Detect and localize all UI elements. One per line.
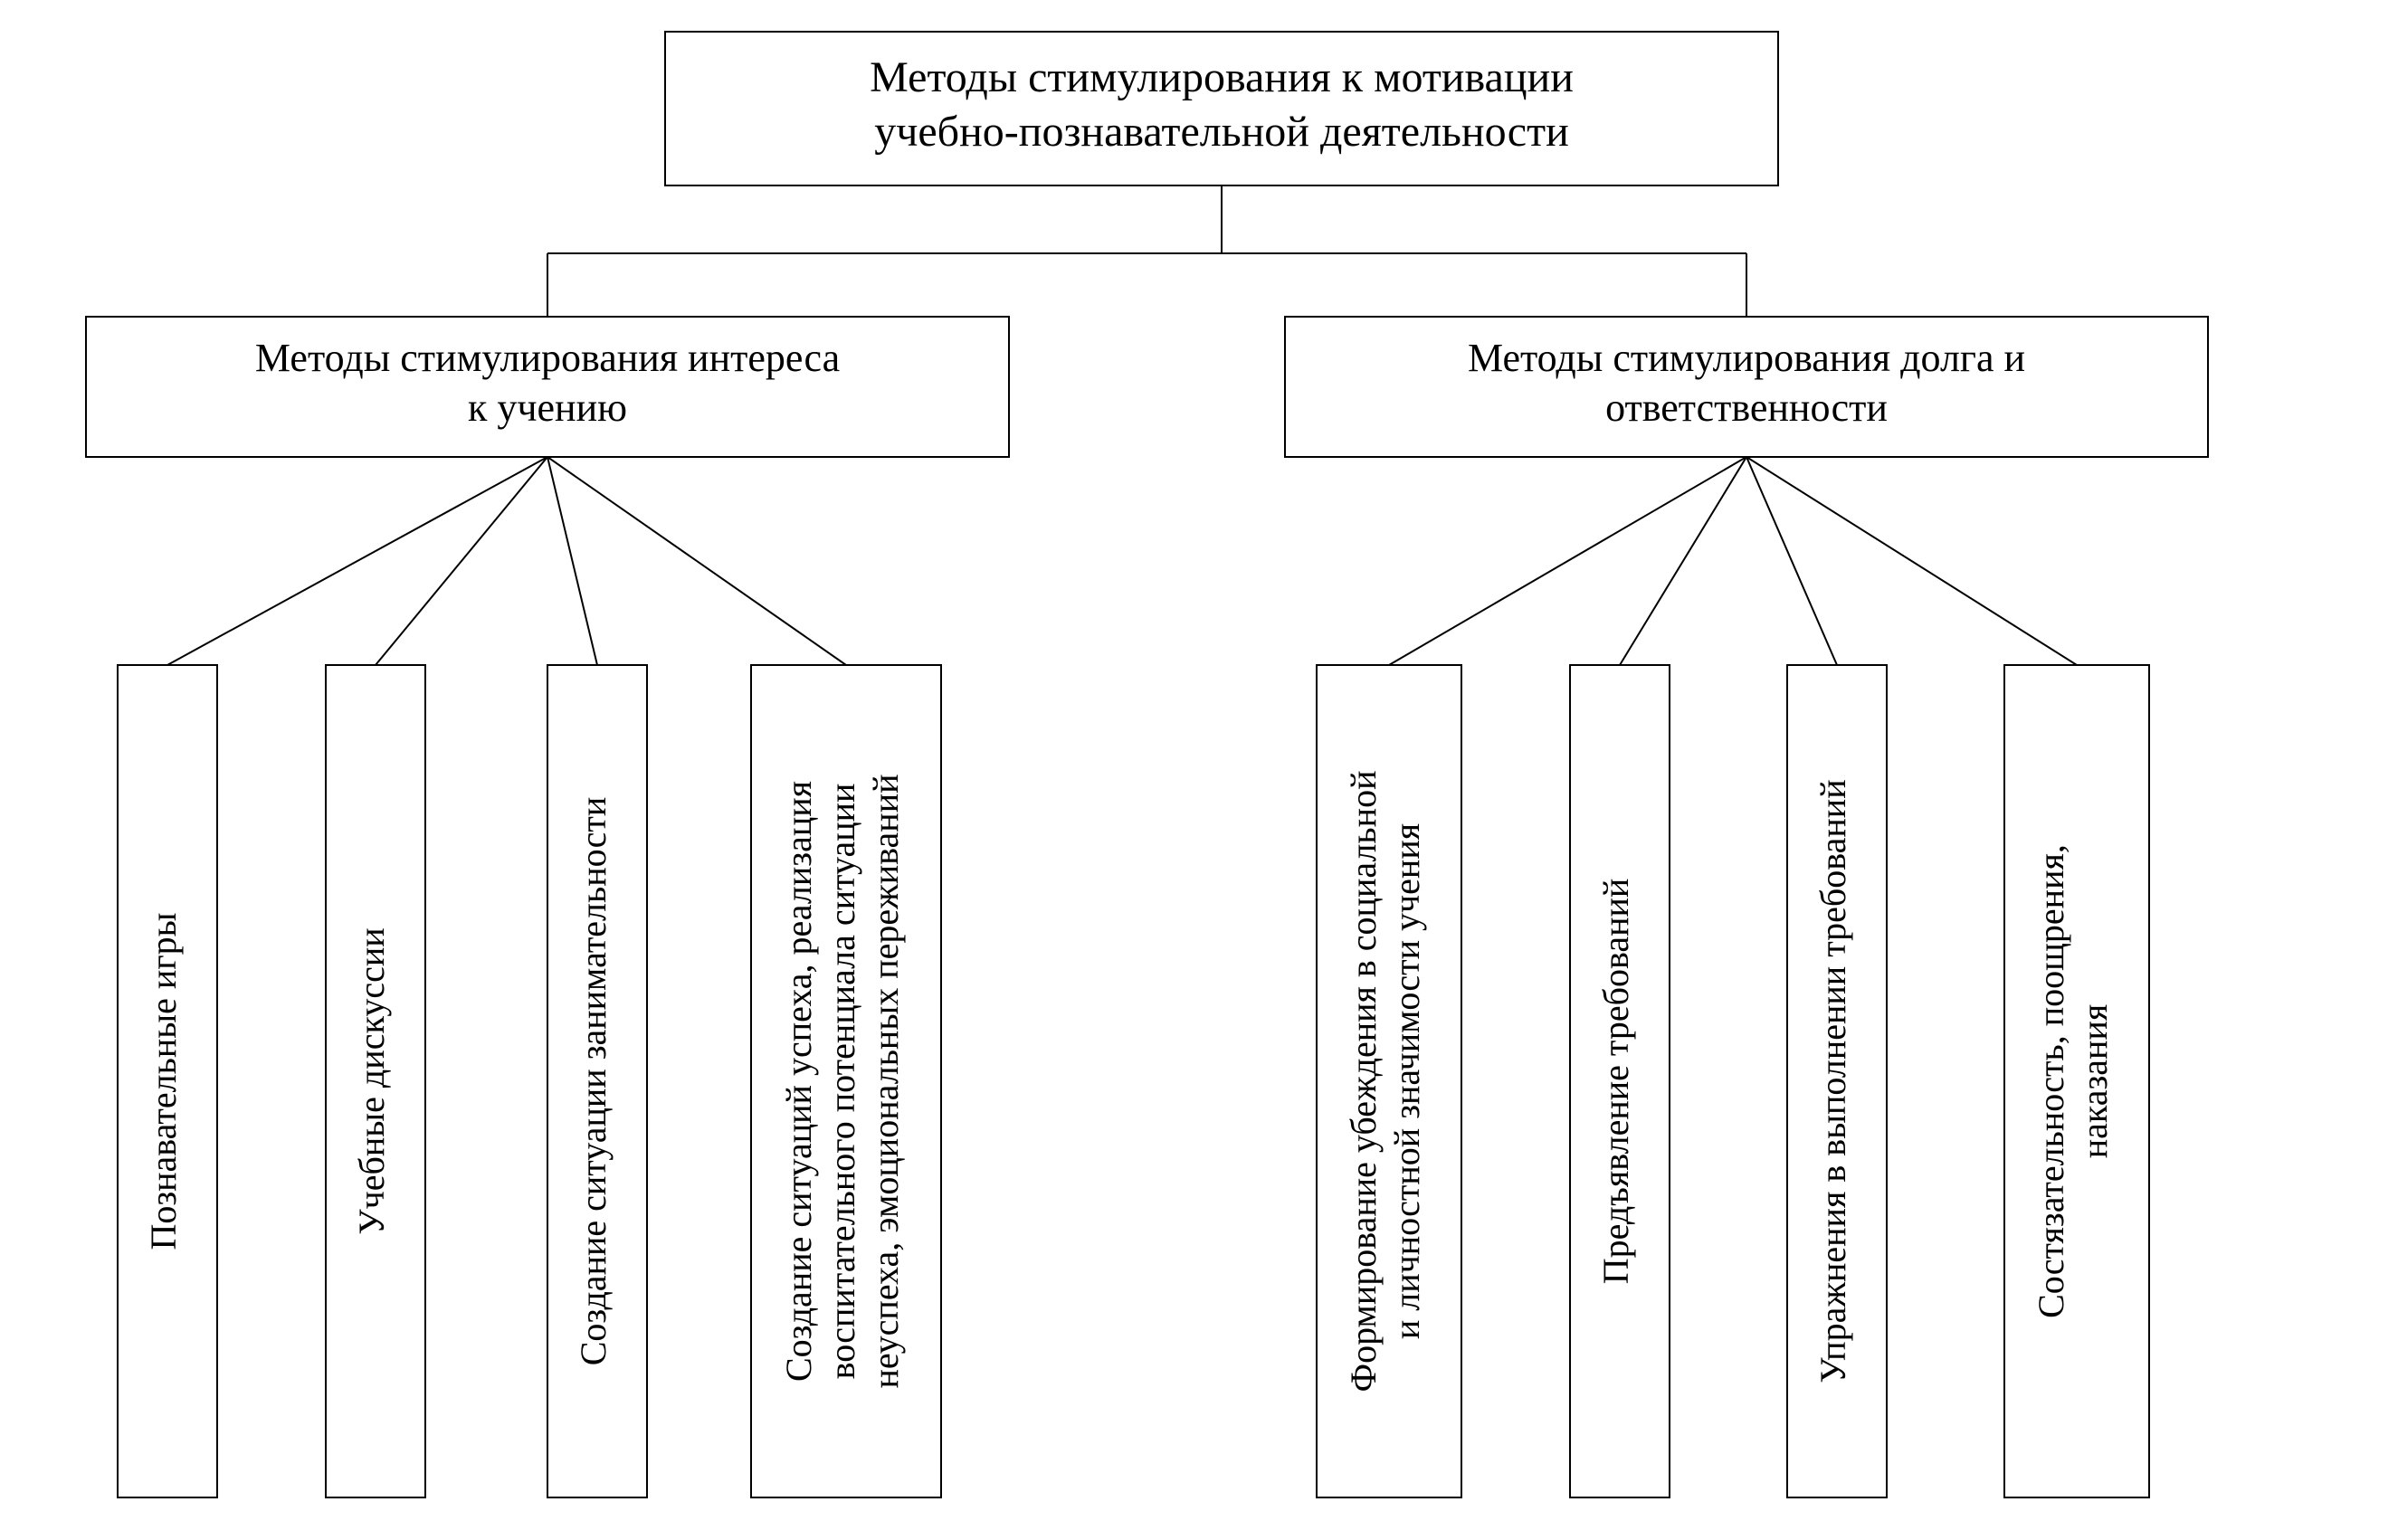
leaf-text-1-0-line-1: и личностной значимости учения <box>1386 823 1427 1339</box>
leaf-text-0-1-line-0: Учебные дискуссии <box>351 927 392 1234</box>
leaf-text-0-3: Создание ситуаций успеха, реализациявосп… <box>778 774 906 1388</box>
leaf-text-1-1: Предъявление требований <box>1595 879 1636 1285</box>
leaf-text-0-1: Учебные дискуссии <box>351 927 392 1234</box>
leaf-text-1-0-line-0: Формирование убеждения в социальной <box>1343 771 1384 1393</box>
diagram-root: Методы стимулирования к мотивации учебно-… <box>0 0 2398 1540</box>
branch-text-0-line-0: Методы стимулирования интереса <box>255 336 840 380</box>
leaf-text-1-1-line-0: Предъявление требований <box>1595 879 1636 1285</box>
leaf-text-1-2: Упражнения в выполнении требований <box>1813 779 1853 1383</box>
leaf-text-0-0: Познавательные игры <box>143 912 184 1250</box>
root-text-line-1: учебно-познавательной деятельности <box>874 108 1569 156</box>
branch-text-0-line-1: к учению <box>468 385 627 430</box>
leaf-text-0-3-line-0: Создание ситуаций успеха, реализация <box>778 781 819 1382</box>
leaf-text-0-3-line-2: неуспеха, эмоциональных переживаний <box>865 774 906 1388</box>
leaf-text-0-0-line-0: Познавательные игры <box>143 912 184 1250</box>
leaf-text-0-2-line-0: Создание ситуации занимательности <box>573 797 614 1366</box>
leaf-text-0-3-line-1: воспитательного потенциала ситуации <box>822 784 862 1380</box>
root-text-line-0: Методы стимулирования к мотивации <box>870 53 1574 101</box>
leaf-text-1-3-line-1: наказания <box>2074 1004 2115 1159</box>
branch-text-1-line-0: Методы стимулирования долга и <box>1468 336 2025 380</box>
leaf-text-1-2-line-0: Упражнения в выполнении требований <box>1813 779 1853 1383</box>
leaf-text-1-3-line-0: Состязательность, поощрения, <box>2031 844 2071 1318</box>
branch-text-1-line-1: ответственности <box>1605 385 1888 430</box>
leaf-text-0-2: Создание ситуации занимательности <box>573 797 614 1366</box>
